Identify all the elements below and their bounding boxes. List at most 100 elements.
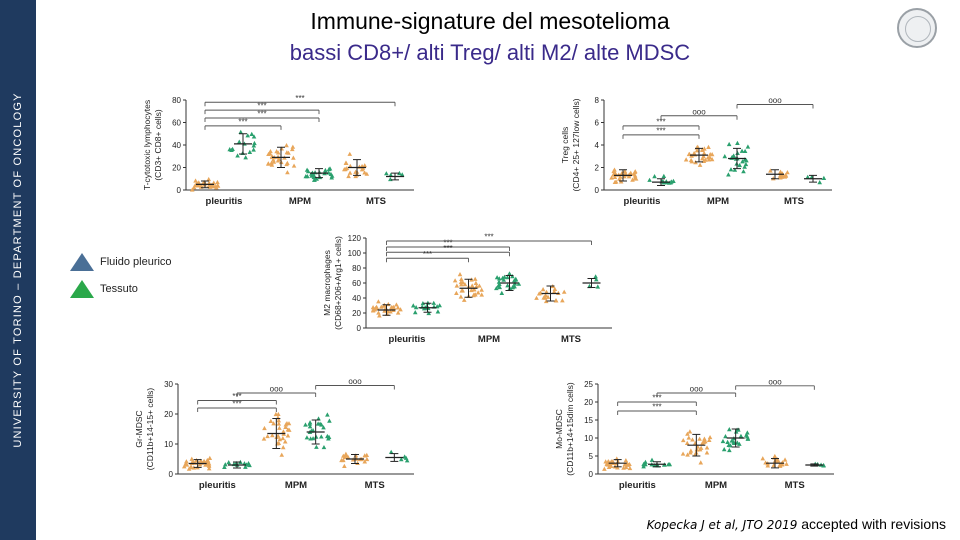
chart-treg-significance-label: *** [656, 126, 665, 135]
chart-treg-data-point [740, 159, 745, 164]
chart-cd8-data-point [312, 177, 317, 182]
chart-m2-data-point [374, 304, 379, 309]
chart-cd8-data-point [285, 170, 290, 175]
chart-cd8-data-point [267, 151, 273, 156]
chart-m2-significance-label: *** [423, 250, 432, 259]
chart-m2-data-point [471, 292, 476, 298]
chart-momdsc-ytick-label: 20 [584, 398, 593, 407]
chart-grmdsc-significance-label: ooo [348, 377, 362, 386]
chart-momdsc-data-point [627, 461, 632, 467]
chart-treg-ylabel-line1: Treg cells [560, 127, 570, 164]
chart-treg-data-point [732, 167, 738, 172]
chart-m2-data-point [461, 297, 467, 302]
chart-cd8-data-point [243, 155, 248, 160]
chart-momdsc-data-point [702, 436, 707, 441]
chart-treg-data-point [739, 148, 745, 153]
chart-treg-data-point [722, 154, 728, 159]
chart-m2-group-label: MPM [478, 334, 500, 345]
chart-treg-data-point [652, 174, 657, 179]
sidebar-department-label: UNIVERSITY OF TORINO – DEPARTMENT OF ONC… [12, 92, 24, 448]
chart-momdsc-data-point [704, 445, 710, 450]
chart-cd8-group-label: pleuritis [206, 196, 243, 207]
chart-cd8-data-point [342, 167, 347, 172]
chart-grmdsc-ylabel-line1: Gr-MDSC [134, 410, 144, 447]
chart-cd8-data-point [269, 160, 274, 165]
chart-gr-mdsc: Gr-MDSC (CD11b+14-15+ cells) 0 10 20 30 pleuri… [134, 377, 414, 491]
chart-treg-data-point [742, 148, 748, 154]
chart-m2-data-point [452, 278, 458, 283]
chart-cd8-data-point [347, 151, 353, 156]
legend-label-tissue: Tessuto [100, 283, 138, 295]
chart-m2-data-point [471, 287, 477, 292]
chart-grmdsc-data-point [316, 416, 321, 421]
chart-cd8-data-point [289, 146, 295, 152]
chart-grmdsc-group-label: pleuritis [199, 480, 236, 491]
chart-treg-data-point [688, 157, 694, 163]
chart-grmdsc-data-point [262, 425, 267, 431]
chart-grmdsc-data-point [181, 464, 187, 469]
chart-momdsc-data-point [697, 436, 702, 441]
chart-treg-data-point [700, 147, 705, 153]
citation-authors: Kopecka J et al, JTO 2019 [646, 518, 798, 532]
chart-treg-group-label: MTS [784, 196, 804, 207]
chart-cd8-data-point [388, 172, 394, 177]
chart-cd8-data-point [215, 183, 221, 188]
chart-grmdsc-ytick-label: 0 [169, 470, 174, 479]
chart-cd8-data-point [347, 170, 353, 175]
chart-cd8-data-point [196, 180, 202, 185]
chart-cd8-data-point [274, 149, 279, 154]
chart-treg-data-point [783, 172, 789, 177]
chart-grmdsc-data-point [398, 457, 404, 462]
chart-m2-data-point [376, 299, 381, 304]
chart-m2-ytick-label: 80 [352, 264, 361, 273]
chart-treg-data-point [701, 150, 707, 156]
chart-cd8-data-point [252, 140, 257, 146]
chart-grmdsc-data-point [343, 453, 349, 458]
chart-grmdsc-data-point [277, 437, 283, 442]
chart-momdsc-data-point [723, 434, 728, 439]
chart-m2-data-point [552, 286, 558, 291]
chart-m2-data-point [370, 305, 376, 310]
chart-momdsc-data-point [729, 438, 735, 443]
chart-cd8-data-point [311, 174, 317, 180]
blue-triangle-icon [70, 253, 94, 271]
chart-grmdsc-data-point [285, 427, 291, 432]
chart-treg-ytick-label: 4 [595, 141, 600, 150]
chart-treg-data-point [821, 175, 827, 180]
chart-grmdsc-data-point [206, 466, 212, 471]
chart-momdsc-data-point [725, 439, 730, 444]
chart-grmdsc-ylabel-line2: (CD11b+14-15+ cells) [145, 388, 155, 471]
chart-momdsc-data-point [641, 461, 646, 466]
chart-treg-data-point [647, 177, 652, 182]
chart-treg-cells: Treg cells (CD4+ 25+ 127low cells) 0 2 4 6 8 pl… [560, 96, 832, 207]
chart-cd8-data-point [291, 155, 296, 160]
chart-grmdsc-data-point [281, 429, 286, 434]
chart-grmdsc-group-label: MPM [285, 480, 307, 491]
chart-grmdsc-group-label: MTS [365, 480, 385, 491]
chart-m2-data-point [473, 280, 479, 285]
chart-m2-ytick-label: 60 [352, 279, 361, 288]
chart-m2-data-point [510, 274, 515, 279]
chart-m2-significance-label: *** [443, 244, 452, 253]
chart-cd8-data-point [291, 163, 297, 168]
sidebar: UNIVERSITY OF TORINO – DEPARTMENT OF ONC… [0, 0, 36, 540]
chart-treg-data-point [707, 155, 713, 160]
chart-m2-data-point [413, 305, 419, 310]
chart-m2-data-point [561, 289, 567, 294]
chart-grmdsc-data-point [206, 462, 212, 467]
chart-grmdsc-ytick-label: 30 [164, 380, 173, 389]
chart-m2-data-point [505, 275, 510, 280]
chart-grmdsc-data-point [265, 433, 270, 439]
chart-grmdsc-data-point [355, 460, 360, 466]
chart-momdsc-data-point [615, 465, 620, 470]
chart-momdsc-data-point [623, 458, 629, 463]
chart-treg-data-point [709, 156, 715, 162]
chart-treg-data-point [700, 156, 705, 161]
chart-treg-data-point [691, 150, 697, 156]
chart-grmdsc-data-point [283, 424, 288, 430]
chart-grmdsc-data-point [364, 452, 370, 457]
chart-treg-data-point [728, 167, 734, 172]
chart-momdsc-significance-label: *** [652, 403, 661, 412]
chart-momdsc-data-point [706, 437, 712, 443]
chart-grmdsc-data-point [189, 456, 195, 461]
